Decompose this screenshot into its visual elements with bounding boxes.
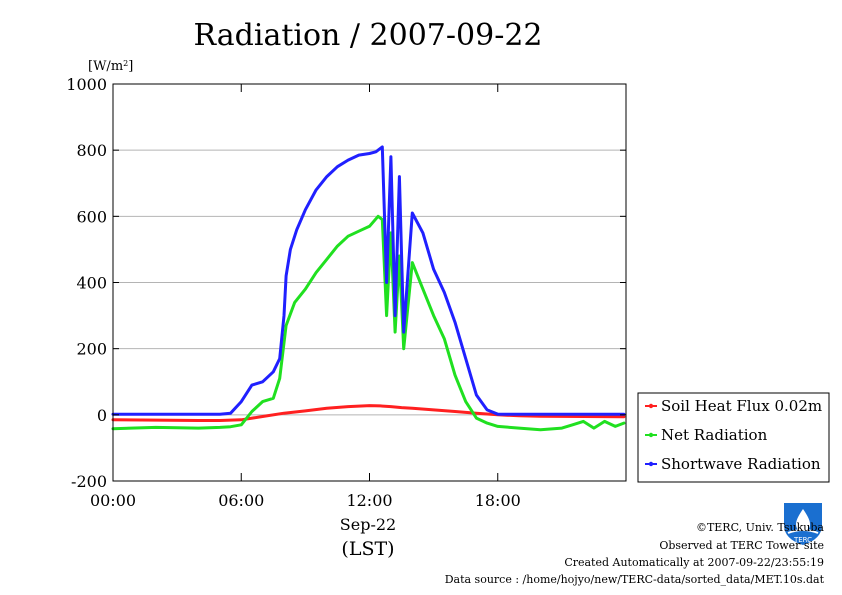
x-ticks: 00:00 06:00 12:00 18:00	[90, 84, 521, 510]
created-text: Created Automatically at 2007-09-22/23:5…	[564, 556, 824, 569]
x-axis-date-label: Sep-22	[340, 515, 396, 534]
y-tick-label: 0	[97, 406, 107, 425]
y-ticks: -200 0 200 400 600 800 1000	[66, 75, 626, 491]
y-tick-label: 200	[76, 340, 107, 359]
y-tick-label: 600	[76, 207, 107, 226]
series-layer	[111, 145, 626, 432]
legend: Soil Heat Flux 0.02m Net Radiation Shortwa…	[637, 392, 830, 483]
legend-marker	[648, 461, 654, 467]
x-axis-tz-label: (LST)	[341, 538, 394, 560]
x-tick-label: 12:00	[346, 491, 392, 510]
y-tick-label: -200	[71, 472, 107, 491]
legend-marker	[648, 403, 654, 409]
chart-title: Radiation / 2007-09-22	[193, 18, 542, 53]
x-tick-label: 18:00	[475, 491, 521, 510]
y-tick-label: 1000	[66, 75, 107, 94]
legend-label: Net Radiation	[661, 426, 768, 444]
legend-marker	[648, 432, 654, 438]
terc-logo-icon: TERC	[784, 503, 822, 545]
x-tick-label: 00:00	[90, 491, 136, 510]
copyright-text: ©TERC, Univ. Tsukuba	[695, 521, 824, 534]
y-tick-label: 400	[76, 274, 107, 293]
grid-layer	[113, 149, 626, 416]
y-axis-label-sup: 2	[123, 59, 128, 68]
legend-items: Soil Heat Flux 0.02m Net Radiation Shortwa…	[645, 397, 822, 473]
y-tick-label: 800	[76, 141, 107, 160]
data-source-text: Data source : /home/hojyo/new/TERC-data/…	[444, 573, 824, 586]
y-axis-label-end: ]	[128, 59, 133, 74]
observed-text: Observed at TERC Tower site	[659, 539, 824, 552]
legend-label: Shortwave Radiation	[661, 455, 821, 473]
legend-label: Soil Heat Flux 0.02m	[661, 397, 822, 415]
series-line-2	[111, 214, 626, 432]
terc-logo-text: TERC	[793, 536, 812, 544]
x-tick-label: 06:00	[218, 491, 264, 510]
legend-box	[637, 392, 830, 483]
y-axis-label: [W/m2]	[88, 59, 133, 75]
y-axis-label-base: [W/m	[88, 59, 123, 74]
series-line-3	[111, 145, 626, 416]
